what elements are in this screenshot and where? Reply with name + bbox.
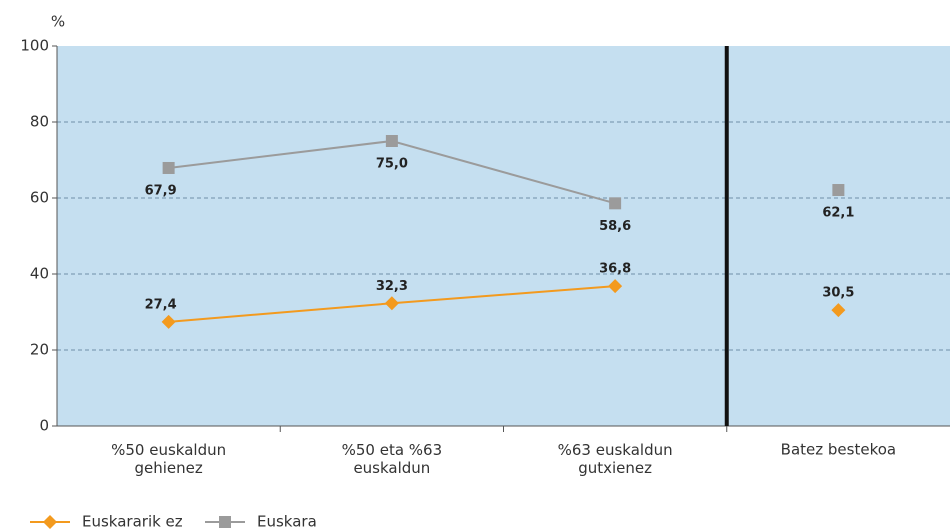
data-label: 75,0 (376, 157, 408, 172)
marker (43, 515, 57, 529)
data-label: 27,4 (145, 297, 177, 312)
y-tick-label: 40 (30, 265, 49, 283)
marker (609, 197, 622, 210)
data-label: 36,8 (599, 262, 631, 277)
marker (608, 279, 623, 294)
marker (219, 516, 231, 528)
x-tick-label: %50 eta %63 euskaldun (342, 441, 443, 477)
data-label: 67,9 (145, 183, 177, 198)
marker (161, 314, 176, 329)
data-label: 32,3 (376, 279, 408, 294)
y-tick-label: 100 (20, 37, 49, 55)
data-label: 58,6 (599, 219, 631, 234)
marker (831, 303, 846, 318)
y-tick-label: 0 (39, 417, 49, 435)
marker (385, 135, 398, 147)
x-tick-label: %50 euskaldun gehienez (111, 441, 226, 477)
plot-area (57, 46, 950, 426)
marker (384, 296, 399, 311)
marker (162, 161, 175, 174)
legend-label: Euskara (257, 513, 317, 531)
legend-label: Euskararik ez (82, 513, 183, 531)
x-tick-label: Batez bestekoa (781, 441, 896, 459)
y-tick-label: 20 (30, 341, 49, 359)
marker (832, 184, 845, 197)
y-axis-label: % (51, 13, 65, 31)
y-tick-label: 80 (30, 113, 49, 131)
y-tick-label: 60 (30, 189, 49, 207)
data-label: 62,1 (822, 206, 854, 221)
x-tick-label: %63 euskaldun gutxienez (558, 441, 673, 477)
data-label: 30,5 (822, 286, 854, 301)
